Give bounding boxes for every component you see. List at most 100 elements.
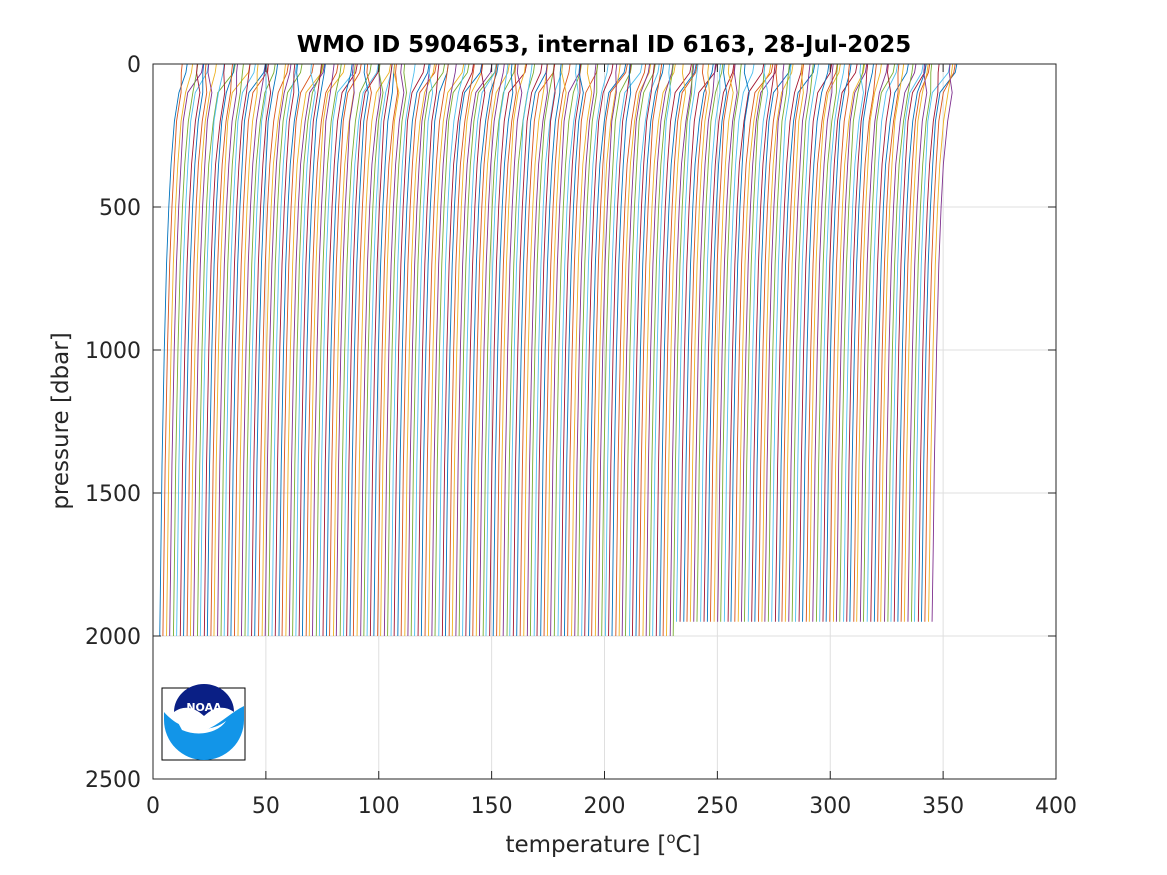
profile-line — [335, 63, 355, 637]
profile-line — [832, 63, 865, 622]
profile-line — [560, 63, 582, 637]
profile-line — [526, 63, 548, 637]
profile-line — [781, 63, 805, 622]
profile-line — [581, 63, 609, 637]
profile-line — [343, 63, 379, 637]
profile-line — [615, 63, 647, 637]
profile-line — [669, 63, 695, 637]
profile-line — [676, 63, 699, 622]
profile-line — [859, 63, 888, 622]
profile-line — [856, 63, 882, 622]
profile-line — [764, 63, 785, 622]
profile-line — [482, 63, 516, 637]
profile-line — [740, 63, 778, 622]
profile-line — [890, 63, 924, 622]
profile-line — [884, 63, 917, 622]
profile-line — [366, 63, 393, 637]
profile-line — [424, 63, 449, 637]
profile-line — [360, 63, 382, 637]
profile-line — [220, 63, 244, 637]
profile-line — [183, 63, 205, 637]
y-tick-label: 1000 — [85, 339, 141, 364]
profile-line — [420, 63, 449, 637]
profile-line — [662, 63, 698, 637]
profile-line — [754, 63, 791, 622]
profile-line — [326, 63, 353, 637]
profile-line — [900, 63, 931, 622]
profile-line — [645, 63, 674, 637]
profile-line — [369, 63, 393, 637]
profile-line — [448, 63, 475, 637]
x-axis-label: temperature [oC] — [505, 829, 700, 858]
profile-line — [373, 63, 396, 637]
profile-line — [625, 63, 656, 637]
x-axis-label-superscript: o — [666, 829, 675, 847]
profile-line — [917, 63, 940, 622]
profile-line — [322, 63, 358, 637]
profile-line — [784, 63, 804, 622]
y-tick-label: 2500 — [85, 768, 141, 793]
profile-line — [571, 63, 593, 637]
profile-line — [241, 63, 267, 637]
profile-line — [512, 63, 543, 637]
profile-line — [462, 63, 497, 637]
profile-line — [179, 63, 201, 637]
profile-line — [393, 63, 426, 637]
profile-line — [387, 63, 407, 637]
profile-line — [329, 63, 362, 637]
profile-line — [897, 63, 927, 622]
profile-line — [417, 63, 440, 637]
profile-line — [713, 63, 734, 622]
profile-line — [629, 63, 660, 637]
profile-line — [414, 63, 434, 637]
chart-title: WMO ID 5904653, internal ID 6163, 28-Jul… — [297, 32, 912, 58]
profile-line — [825, 63, 852, 622]
profile-line — [835, 63, 868, 622]
profile-line — [631, 63, 655, 637]
profile-line — [278, 63, 300, 637]
profile-line — [700, 63, 721, 622]
profile-line — [798, 63, 833, 622]
profile-line — [672, 63, 694, 637]
profile-line — [689, 63, 710, 622]
profile-line — [223, 63, 256, 637]
profile-line — [472, 63, 498, 637]
profile-line — [907, 63, 928, 622]
profile-line — [734, 63, 774, 622]
noaa-logo-text: NOAA — [186, 701, 222, 714]
profile-line — [162, 63, 183, 637]
profile-line — [217, 63, 238, 637]
profile-line — [723, 63, 755, 622]
profile-line — [469, 63, 499, 637]
profile-line — [815, 63, 839, 622]
profile-line — [230, 63, 266, 637]
profile-line — [390, 63, 416, 637]
profile-line — [703, 63, 735, 622]
profile-line — [635, 63, 665, 637]
profile-line — [683, 63, 714, 622]
profile-line — [849, 63, 874, 622]
profile-line — [567, 63, 599, 637]
profile-line — [761, 63, 794, 622]
profile-line — [601, 63, 633, 637]
profile-line — [887, 63, 914, 622]
profile-line — [264, 63, 292, 637]
x-tick-label: 100 — [358, 794, 400, 819]
profile-line — [608, 63, 632, 637]
profile-line — [843, 63, 864, 622]
profile-line — [308, 63, 346, 637]
profile-line — [666, 63, 686, 637]
profile-line — [720, 63, 742, 622]
profile-line — [189, 63, 217, 637]
profile-line — [706, 63, 727, 622]
profile-line — [679, 63, 717, 622]
profile-line — [747, 63, 769, 622]
profile-line — [397, 63, 430, 637]
profile-line — [577, 63, 599, 637]
profile-line — [774, 63, 803, 622]
profile-line — [795, 63, 820, 622]
profile-line — [655, 63, 692, 637]
profile-line — [298, 63, 322, 637]
profile-line — [873, 63, 909, 622]
profile-line — [383, 63, 405, 637]
